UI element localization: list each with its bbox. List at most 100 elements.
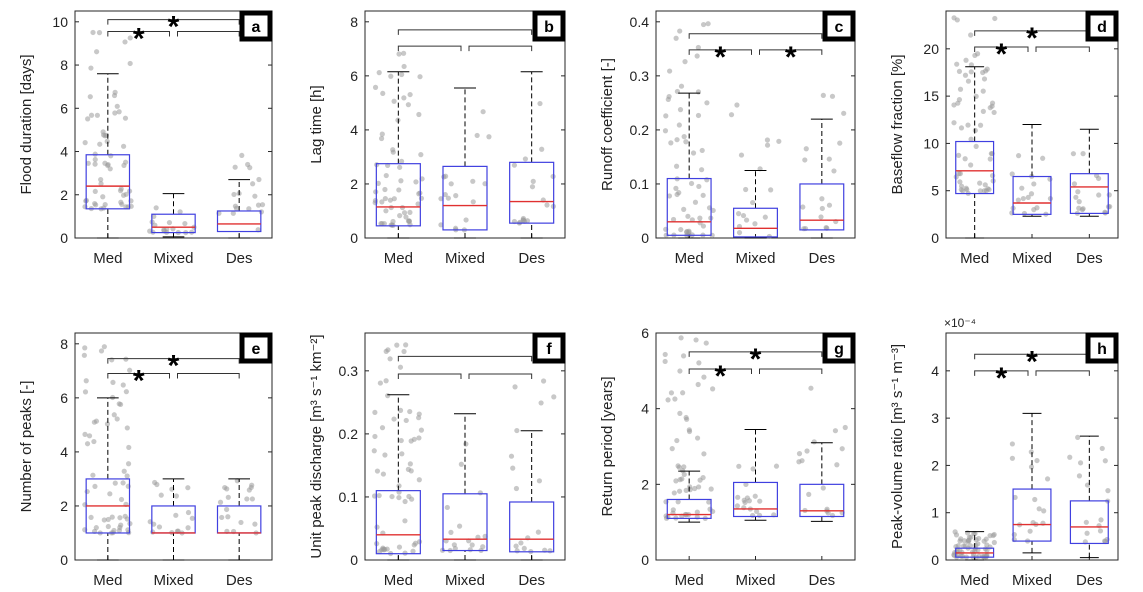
scatter-point [111, 92, 118, 99]
scatter-point [521, 545, 527, 552]
scatter-point [736, 463, 742, 469]
scatter-point [84, 488, 90, 495]
scatter-point [1075, 189, 1081, 195]
box-mixed [1012, 412, 1052, 554]
scatter-point [92, 156, 98, 163]
scatter-point [401, 50, 407, 56]
scatter-point [118, 522, 124, 528]
scatter-point [673, 35, 679, 41]
scatter-point [247, 165, 253, 171]
scatter-point [124, 516, 130, 522]
scatter-point [738, 152, 745, 158]
scatter-point [232, 164, 238, 170]
scatter-point [1034, 457, 1040, 464]
scatter-point [1021, 210, 1028, 217]
scatter-point [826, 156, 832, 162]
scatter-point [256, 176, 262, 183]
scatter-point [397, 407, 404, 413]
scatter-point [441, 174, 447, 180]
y-tick-label: 6 [60, 390, 68, 406]
scatter-point [373, 189, 379, 195]
category-label: Mixed [445, 572, 485, 589]
scatter-point [383, 172, 389, 179]
scatter-point [669, 446, 675, 452]
scatter-point [418, 152, 424, 158]
y-tick-label: 0 [641, 230, 649, 246]
scatter-point [742, 499, 748, 506]
significance-star: * [995, 362, 1007, 395]
category-label: Med [384, 572, 413, 589]
scatter-point [980, 108, 986, 114]
scatter-point [681, 206, 687, 212]
scatter-point [105, 516, 111, 523]
panel-letter: e [252, 341, 261, 358]
scatter-point [397, 164, 403, 170]
scatter-point [678, 226, 684, 233]
panel-badge [239, 332, 273, 364]
scatter-point [801, 226, 807, 232]
scatter-point [983, 536, 989, 542]
scatter-point [764, 137, 771, 143]
scatter-point [376, 492, 382, 499]
box-des [799, 442, 845, 522]
scatter-point [151, 213, 157, 220]
scatter-point [467, 547, 473, 553]
scatter-point [412, 540, 419, 546]
scatter-point [674, 191, 680, 198]
scatter-point [960, 543, 967, 549]
scatter-point [126, 444, 132, 451]
axes-frame [364, 332, 566, 561]
scatter-point [372, 433, 378, 440]
box-iqr [799, 483, 845, 518]
scatter-point [401, 210, 408, 216]
box-med [375, 71, 421, 239]
y-tick-label: 2 [60, 498, 68, 514]
scatter-point [538, 400, 544, 406]
scatter-point [826, 202, 833, 208]
y-tick-label: 0.4 [630, 14, 650, 30]
scatter-point [83, 378, 89, 384]
scatter-point [388, 73, 394, 79]
scatter-point [701, 374, 707, 380]
scatter-point [127, 60, 133, 67]
scatter-point [514, 427, 520, 434]
scatter-point [405, 102, 411, 108]
scatter-point [754, 508, 760, 515]
scatter-point [973, 143, 979, 149]
scatter-point [152, 479, 158, 486]
scatter-point [686, 427, 692, 433]
scatter-point [696, 484, 702, 490]
scatter-point [676, 488, 683, 494]
scatter-point [837, 140, 843, 146]
scatter-point [125, 461, 132, 467]
y-tick-label: 4 [350, 122, 358, 138]
scatter-point [387, 356, 393, 362]
scatter-point [1009, 455, 1016, 461]
scatter-point [122, 115, 129, 121]
panel-badge [1085, 332, 1119, 364]
scatter-point [376, 70, 382, 76]
scatter-point [156, 524, 163, 530]
category-label: Des [518, 572, 545, 589]
scatter-point [127, 367, 133, 373]
scatter-point [91, 419, 97, 425]
scatter-point [84, 441, 91, 447]
scatter-point [987, 105, 993, 111]
category-label: Mixed [153, 572, 193, 589]
scatter-point [246, 206, 252, 212]
scatter-point [391, 196, 397, 202]
significance-bracket [974, 370, 1029, 376]
box-iqr [375, 490, 421, 555]
scatter-point [374, 524, 380, 530]
scatter-point [752, 221, 758, 227]
significance-bracket [1035, 370, 1090, 376]
scatter-point [956, 68, 963, 75]
scatter-point [396, 544, 403, 550]
scatter-point [407, 461, 413, 467]
scatter-point [463, 217, 469, 223]
scatter-point [88, 112, 95, 118]
scatter-point [740, 212, 747, 219]
scatter-point [675, 499, 681, 505]
y-tick-label: 4 [60, 444, 68, 460]
box-iqr [442, 493, 488, 552]
